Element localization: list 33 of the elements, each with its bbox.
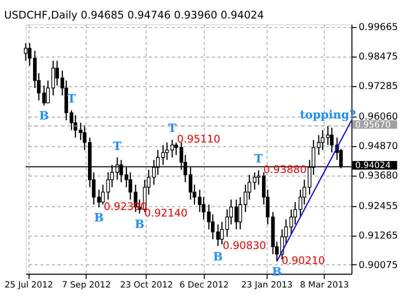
annotation: 0.93880: [263, 164, 307, 176]
annotation: T: [113, 138, 122, 153]
x-tick-label: 7 Sep 2012: [62, 280, 111, 291]
annotation: 0.90210: [282, 255, 325, 268]
y-tick-label: 0.92455: [358, 201, 398, 212]
ref-line-label: 0.95670: [355, 120, 391, 130]
x-tick-label: 25 Jul 2012: [4, 280, 54, 291]
candlestick: [101, 184, 105, 206]
annotation: 0.95110: [176, 134, 220, 146]
chart-title: USDCHF,Daily 0.94685 0.94746 0.93960 0.94024: [4, 9, 264, 22]
annotation: B: [94, 210, 104, 225]
candlestick: [220, 221, 224, 245]
ref-line-label: 0.94024: [355, 161, 391, 172]
y-tick-label: 0.99665: [358, 22, 398, 34]
annotation: 0.90830: [222, 240, 266, 252]
x-tick-label: 23 Oct 2012: [120, 280, 174, 291]
y-tick-label: 0.94870: [358, 141, 398, 152]
y-tick-label: 0.91265: [358, 230, 398, 242]
y-tick-label: 0.98475: [358, 52, 398, 63]
y-tick-label: 0.90075: [358, 260, 398, 272]
annotation: B: [134, 216, 145, 231]
x-tick-label: 23 Jan 2013: [241, 280, 293, 291]
annotation: B: [39, 108, 50, 123]
annotation: T: [254, 152, 264, 166]
candlestick: [128, 172, 132, 200]
annotation: T: [168, 121, 177, 136]
y-tick-label: 0.97285: [358, 81, 398, 92]
candlestick: [252, 172, 256, 190]
y-tick-label: 0.93680: [358, 170, 398, 182]
x-tick-label: 6 Dec 2012: [179, 280, 229, 291]
x-tick-label: 8 Mar 2013: [300, 280, 349, 291]
candlestick: [24, 42, 28, 62]
annotation: B: [213, 249, 224, 264]
